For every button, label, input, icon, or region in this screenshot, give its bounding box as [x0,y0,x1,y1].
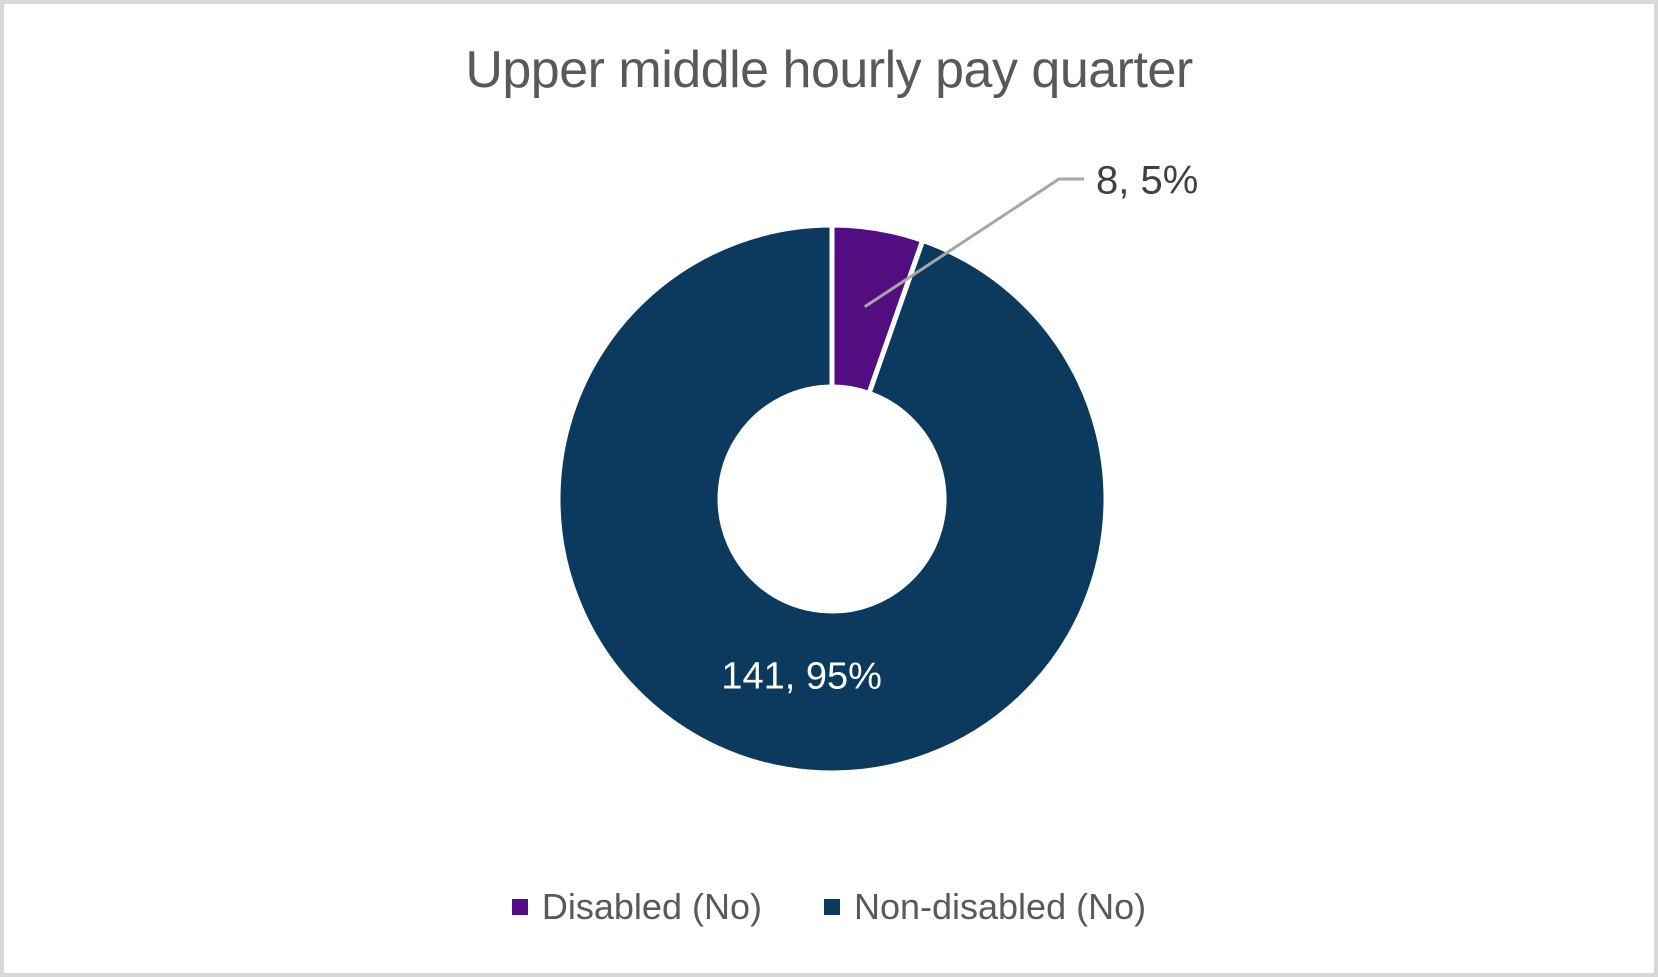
data-label-non-disabled: 141, 95% [721,655,882,698]
legend-label-disabled: Disabled (No) [541,886,762,927]
data-label-disabled: 8, 5% [1096,158,1199,203]
legend: Disabled (No) Non-disabled (No) [4,886,1654,928]
legend-label-non-disabled: Non-disabled (No) [853,886,1147,927]
legend-item-non-disabled[interactable]: Non-disabled (No) [823,886,1147,928]
legend-item-disabled[interactable]: Disabled (No) [511,886,762,928]
legend-swatch-non-disabled-icon [823,899,840,915]
pie-slice-non-disabled-no[interactable] [555,222,1109,776]
legend-swatch-disabled-icon [511,899,528,915]
chart-title: Upper middle hourly pay quarter [465,41,1193,99]
donut-chart [555,177,1109,776]
leader-line [863,177,1084,309]
